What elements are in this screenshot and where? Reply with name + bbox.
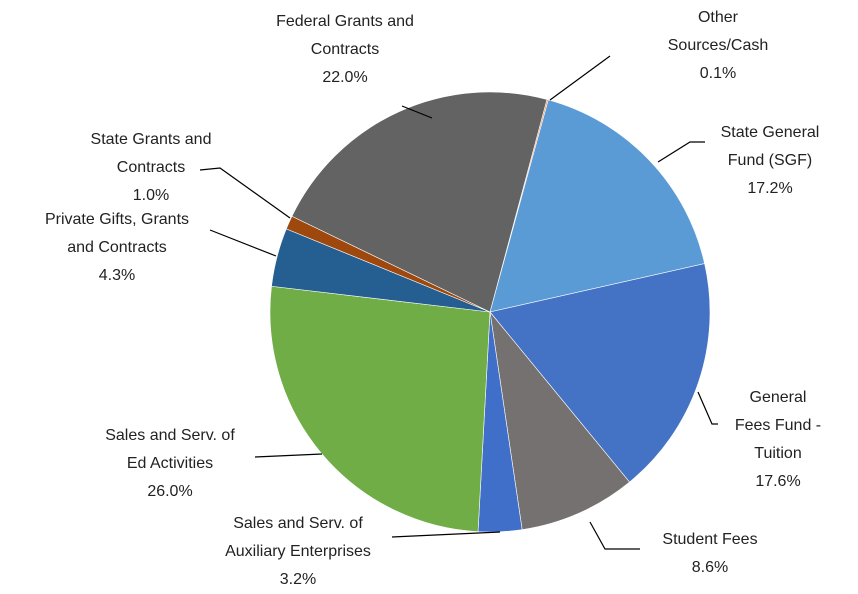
slice-label: General Fees Fund - Tuition	[735, 389, 821, 462]
leader-line	[589, 521, 640, 550]
leader-line	[391, 531, 501, 538]
pie-slice	[489, 263, 711, 483]
label-line: and Contracts	[67, 239, 167, 256]
label-line: State General	[721, 124, 820, 141]
slice-value-label: 8.6%	[692, 559, 728, 576]
slice-value-label: 17.6%	[755, 473, 800, 490]
slice-label: State General Fund (SGF)	[721, 124, 820, 169]
pie-slice	[291, 91, 548, 313]
slice-label: Sales and Serv. of Auxiliary Enterprises	[225, 515, 371, 560]
label-line: Sales and Serv. of	[105, 427, 235, 444]
label-line: Other	[698, 9, 739, 26]
label-line: Private Gifts, Grants	[45, 211, 189, 228]
leader-line	[209, 229, 277, 257]
slice-label: Federal Grants and Contracts	[276, 13, 414, 58]
pie-slice	[489, 310, 630, 530]
label-line: Sales and Serv. of	[233, 515, 363, 532]
label-line: Fees Fund -	[735, 417, 821, 434]
label-line: Federal Grants and	[276, 13, 414, 30]
leader-line	[549, 55, 611, 101]
pie-slice	[269, 285, 491, 532]
label-line: Ed Activities	[127, 455, 213, 472]
pie-slice	[489, 99, 705, 313]
label-line: Contracts	[311, 41, 379, 58]
leader-line	[697, 391, 718, 425]
slice-label: Student Fees	[662, 531, 757, 548]
slice-label: State Grants and Contracts	[91, 131, 212, 176]
label-line: Tuition	[754, 445, 801, 462]
label-line: State Grants and	[91, 131, 212, 148]
slice-value-label: 4.3%	[99, 267, 135, 284]
slice-label: Other Sources/Cash	[668, 9, 769, 54]
slice-value-label: 17.2%	[747, 180, 792, 197]
leader-line	[254, 453, 323, 458]
slice-value-label: 3.2%	[280, 571, 316, 588]
label-line: Fund (SGF)	[728, 152, 812, 169]
slice-value-label: 22.0%	[322, 69, 367, 86]
label-line: Contracts	[117, 159, 185, 176]
leader-line	[401, 105, 433, 119]
slice-value-label: 0.1%	[700, 65, 736, 82]
slice-value-label: 1.0%	[133, 187, 169, 204]
leader-line	[657, 141, 705, 163]
slice-label: Private Gifts, Grants and Contracts	[45, 211, 189, 256]
slice-label: Sales and Serv. of Ed Activities	[105, 427, 235, 472]
label-line: Sources/Cash	[668, 37, 769, 54]
leader-line	[199, 167, 291, 219]
slice-value-label: 26.0%	[147, 483, 192, 500]
label-line: Auxiliary Enterprises	[225, 543, 371, 560]
label-line: General	[750, 389, 807, 406]
label-line: Student Fees	[662, 531, 757, 548]
